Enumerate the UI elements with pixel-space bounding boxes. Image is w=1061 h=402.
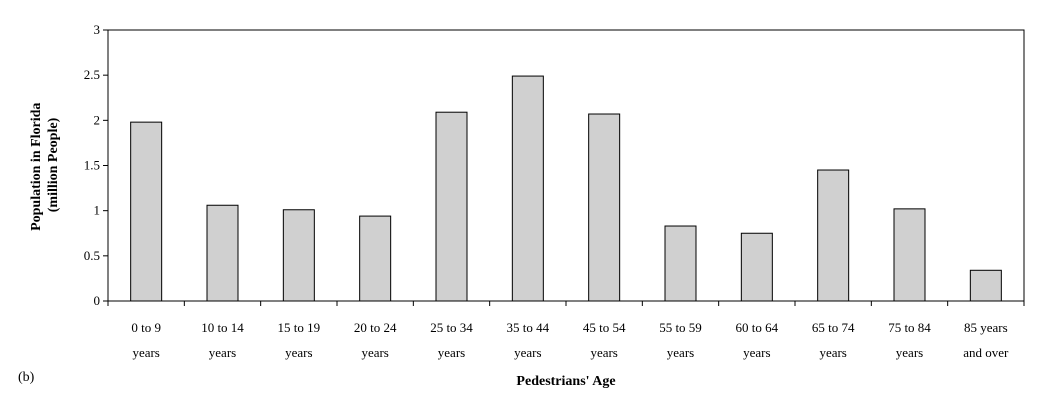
plot-frame bbox=[107, 29, 1025, 302]
x-tick-label: 85 years bbox=[964, 320, 1008, 335]
y-tick-label: 2.5 bbox=[84, 67, 100, 82]
x-axis-title: Pedestrians' Age bbox=[516, 374, 615, 389]
x-tick-label: 0 to 9 bbox=[131, 320, 161, 335]
bar bbox=[130, 121, 163, 302]
y-tick-label: 0 bbox=[94, 293, 101, 308]
x-tick-label: years bbox=[819, 345, 846, 360]
x-tick-label: 25 to 34 bbox=[430, 320, 473, 335]
x-tick-label: years bbox=[896, 345, 923, 360]
x-tick-label: years bbox=[361, 345, 388, 360]
y-tick-label: 3 bbox=[94, 22, 101, 37]
bar bbox=[817, 169, 850, 302]
x-tick-label: 45 to 54 bbox=[583, 320, 626, 335]
x-tick-label: years bbox=[667, 345, 694, 360]
bar bbox=[282, 209, 315, 302]
y-tick-label: 1.5 bbox=[84, 158, 100, 173]
bar bbox=[206, 204, 239, 302]
bar bbox=[359, 215, 392, 302]
x-tick-label: 10 to 14 bbox=[201, 320, 244, 335]
x-tick-label: 15 to 19 bbox=[278, 320, 321, 335]
x-tick-label: years bbox=[590, 345, 617, 360]
y-tick-label: 2 bbox=[94, 112, 101, 127]
x-tick-label: 20 to 24 bbox=[354, 320, 397, 335]
x-tick-label: years bbox=[743, 345, 770, 360]
bar bbox=[435, 111, 468, 302]
x-tick-label: 55 to 59 bbox=[659, 320, 702, 335]
bar bbox=[740, 232, 773, 302]
x-tick-label: 60 to 64 bbox=[736, 320, 779, 335]
x-tick-label: 75 to 84 bbox=[888, 320, 931, 335]
plot-area: 0 0.5 1 1.5 2 2.5 3 0 to 9 years 10 to 14 years 15 … bbox=[84, 22, 1025, 360]
x-tick-label: years bbox=[438, 345, 465, 360]
y-axis-title-line-1: Population in Florida bbox=[29, 103, 44, 231]
y-tick-label: 1 bbox=[94, 203, 101, 218]
bar bbox=[588, 113, 621, 302]
bar bbox=[511, 75, 544, 302]
x-tick-label: years bbox=[514, 345, 541, 360]
x-tick-label: 65 to 74 bbox=[812, 320, 855, 335]
y-tick-label: 0.5 bbox=[84, 248, 100, 263]
bar bbox=[664, 225, 697, 302]
y-axis-title: Population in Florida (million People) bbox=[29, 99, 61, 231]
x-tick-label: years bbox=[285, 345, 312, 360]
x-tick-label: years bbox=[209, 345, 236, 360]
x-tick-label: years bbox=[132, 345, 159, 360]
panel-label: (b) bbox=[18, 370, 35, 385]
x-tick-label: 35 to 44 bbox=[507, 320, 550, 335]
y-axis-title-line-2: (million People) bbox=[46, 117, 61, 212]
x-tick-label: and over bbox=[963, 345, 1009, 360]
bar bbox=[969, 269, 1002, 302]
bar bbox=[893, 208, 926, 302]
